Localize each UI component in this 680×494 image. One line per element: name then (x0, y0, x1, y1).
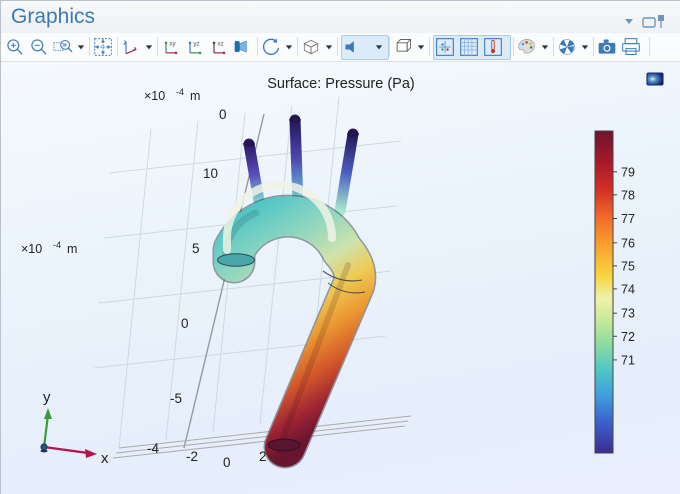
svg-text:79: 79 (621, 165, 635, 179)
svg-text:72: 72 (621, 330, 635, 344)
svg-text:-4: -4 (176, 87, 184, 97)
svg-text:5: 5 (192, 241, 200, 256)
svg-text:76: 76 (621, 236, 635, 250)
svg-text:73: 73 (621, 307, 635, 321)
svg-text:-2: -2 (186, 449, 198, 464)
svg-text:0: 0 (181, 316, 189, 331)
svg-text:-4: -4 (147, 441, 159, 456)
svg-text:71: 71 (621, 353, 635, 367)
svg-text:0: 0 (223, 455, 231, 470)
svg-text:m: m (190, 89, 200, 103)
svg-text:x: x (101, 450, 109, 467)
svg-text:74: 74 (621, 282, 635, 296)
svg-text:77: 77 (621, 212, 635, 226)
svg-text:-4: -4 (53, 240, 61, 250)
svg-text:-5: -5 (170, 391, 182, 406)
svg-text:10: 10 (203, 166, 218, 181)
svg-text:×10: ×10 (144, 89, 165, 103)
svg-text:×10: ×10 (21, 242, 42, 256)
svg-text:yz: yz (193, 40, 199, 47)
svg-text:0: 0 (219, 107, 227, 122)
svg-text:75: 75 (621, 259, 635, 273)
svg-text:m: m (67, 242, 77, 256)
svg-text:78: 78 (621, 188, 635, 202)
svg-text:xz: xz (217, 40, 223, 47)
svg-text:y: y (43, 389, 51, 406)
svg-text:xy: xy (169, 40, 176, 47)
